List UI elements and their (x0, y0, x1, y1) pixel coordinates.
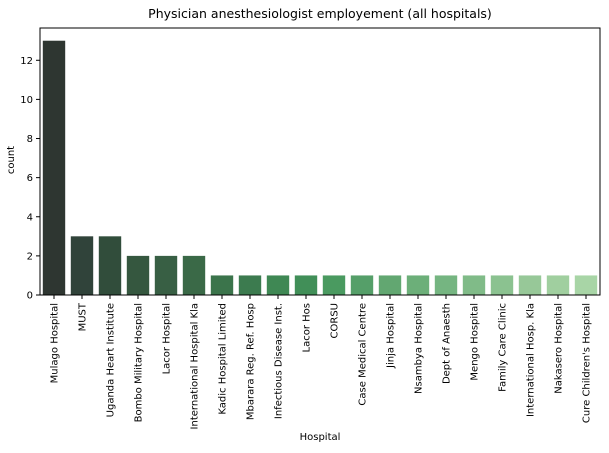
x-tick-label-0: Mulago Hospital (50, 303, 61, 383)
x-tick-label-19: Cure Children's Hospital (582, 303, 593, 423)
x-tick-label-8: Infectious Disease Inst. (274, 303, 285, 419)
x-tick-label-17: International Hosp. Kla (526, 303, 537, 417)
x-tick-label-18: Nakasero Hospital (554, 303, 565, 394)
x-tick-label-9: Lacor Hos (302, 303, 313, 352)
x-tick-label-16: Family Care Clinic (498, 303, 509, 392)
y-tick-label-2: 4 (27, 212, 33, 223)
x-axis: Mulago Hospital MUST Uganda Heart Institut… (50, 295, 593, 429)
bar-8 (266, 275, 290, 295)
x-tick-label-2: Uganda Heart Institute (106, 303, 117, 417)
bar-1 (70, 236, 94, 295)
bar-3 (126, 255, 150, 295)
bar-10 (322, 275, 346, 295)
y-tick-label-5: 10 (20, 95, 33, 106)
x-tick-label-3: Bombo Military Hospital (134, 303, 145, 422)
bar-2 (98, 236, 122, 295)
bar-18 (546, 275, 570, 295)
bar-17 (518, 275, 542, 295)
bar-9 (294, 275, 318, 295)
y-tick-label-0: 0 (27, 291, 33, 302)
y-tick-label-3: 6 (27, 173, 33, 184)
bar-0 (42, 40, 66, 295)
x-tick-label-12: Jinja Hospital (386, 303, 397, 369)
bar-15 (462, 275, 486, 295)
bar-12 (378, 275, 402, 295)
x-tick-label-11: Case Medical Centre (358, 303, 369, 406)
bar-16 (490, 275, 514, 295)
x-tick-label-13: Nsambya Hospital (414, 303, 425, 394)
y-axis: 0 2 4 6 8 10 12 (20, 56, 40, 302)
bar-19 (574, 275, 598, 295)
x-axis-label: Hospital (300, 432, 341, 443)
bar-7 (238, 275, 262, 295)
y-tick-label-4: 8 (27, 134, 33, 145)
y-tick-label-1: 2 (27, 251, 33, 262)
x-tick-label-14: Dept of Anaesth (442, 303, 453, 384)
bar-4 (154, 255, 178, 295)
x-tick-label-7: Mbarara Reg. Ref. Hosp (246, 303, 257, 420)
bar-6 (210, 275, 234, 295)
y-tick-label-6: 12 (20, 56, 33, 67)
x-tick-label-4: Lacor Hospital (162, 303, 173, 374)
bar-14 (434, 275, 458, 295)
bar-5 (182, 255, 206, 295)
x-tick-label-10: CORSU (330, 303, 341, 338)
plot-area (42, 40, 598, 295)
x-tick-label-5: International Hospital Kla (190, 303, 201, 429)
plot-frame (39, 27, 601, 296)
chart-title: Physician anesthesiologist employement (… (148, 6, 492, 21)
y-axis-label: count (6, 146, 17, 174)
x-tick-label-1: MUST (78, 302, 89, 331)
x-tick-label-15: Mengo Hospital (470, 303, 481, 381)
bar-13 (406, 275, 430, 295)
x-tick-label-6: Kadic Hospital Limited (218, 303, 229, 415)
bar-11 (350, 275, 374, 295)
